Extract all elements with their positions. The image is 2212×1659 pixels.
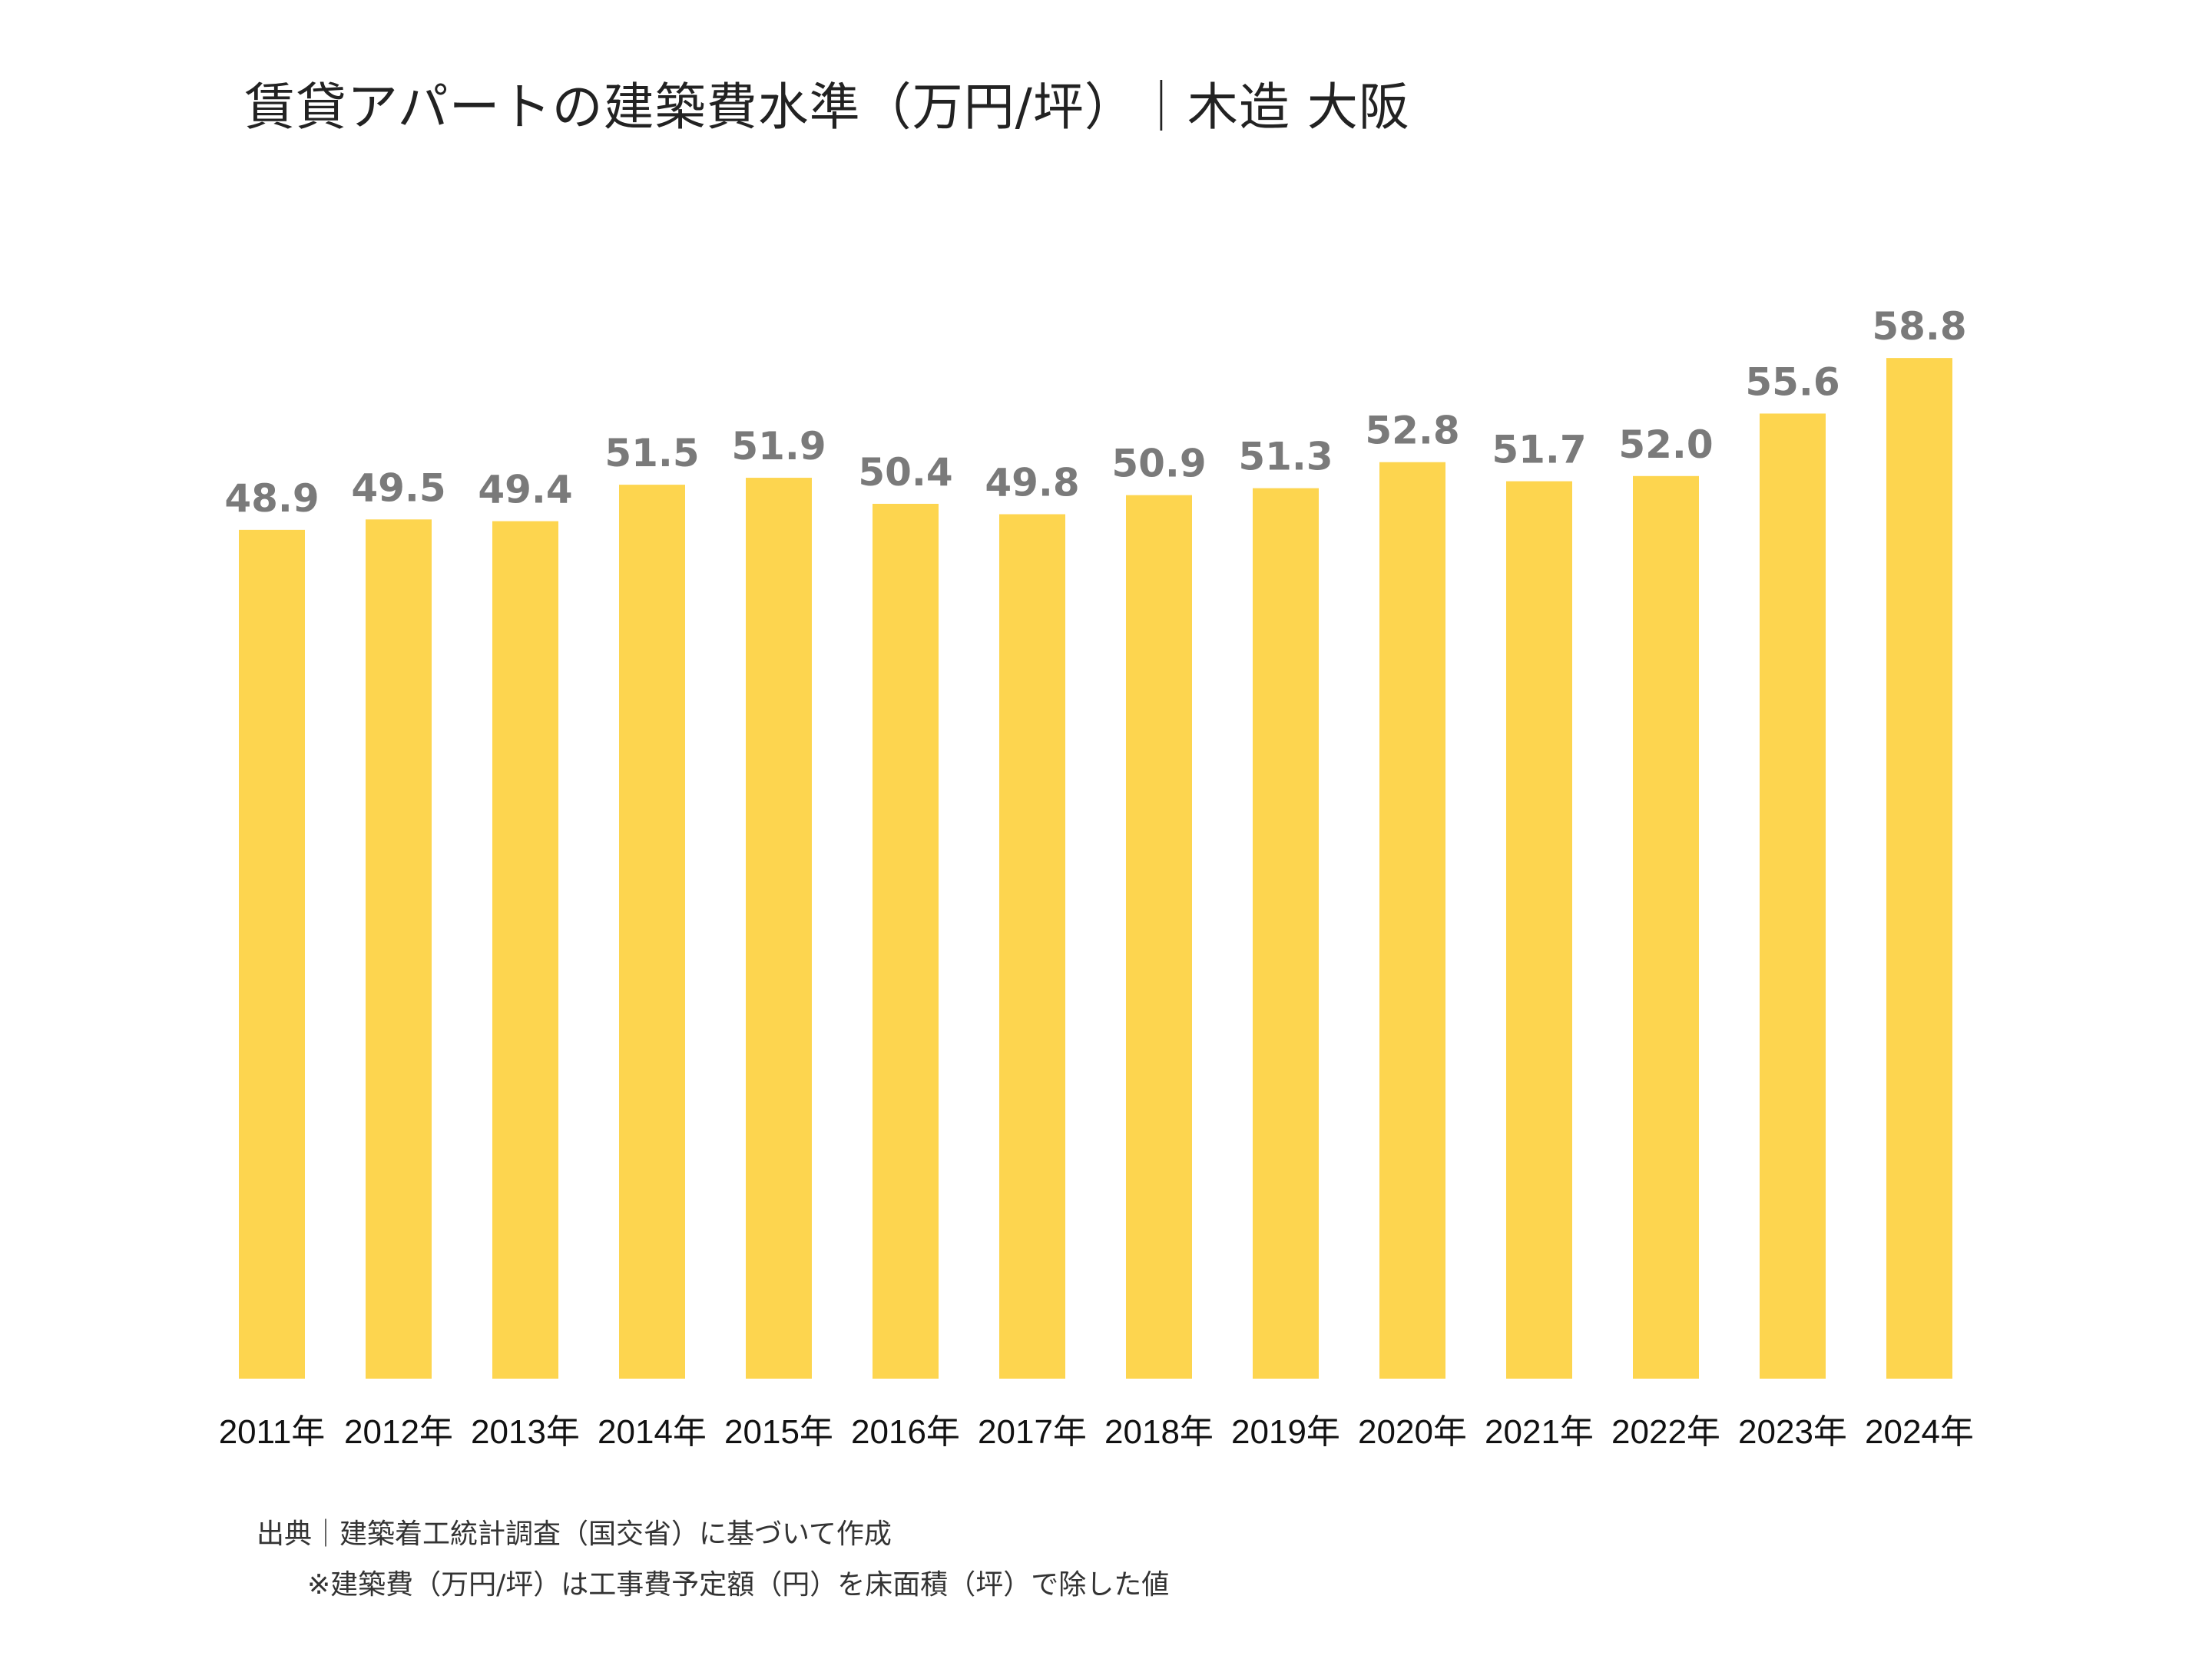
bar-2011年 bbox=[239, 529, 305, 1379]
bar-2019年 bbox=[1253, 488, 1319, 1379]
bars-group bbox=[239, 358, 1952, 1379]
value-label: 49.8 bbox=[985, 461, 1079, 505]
bar-2022年 bbox=[1633, 475, 1699, 1379]
x-tick-label: 2022年 bbox=[1611, 1413, 1720, 1451]
x-tick-label: 2017年 bbox=[978, 1413, 1087, 1451]
value-label: 49.4 bbox=[478, 468, 572, 512]
value-label: 50.4 bbox=[858, 450, 952, 495]
bar-2020年 bbox=[1379, 462, 1445, 1379]
value-labels-group: 48.9 49.5 49.4 51.5 51.9 50.4 49.8 50.9 51.3 52.8… bbox=[224, 304, 1966, 521]
bar-2012年 bbox=[366, 519, 432, 1379]
x-tick-label: 2021年 bbox=[1485, 1413, 1594, 1451]
value-label: 51.9 bbox=[731, 424, 826, 469]
x-tick-label: 2024年 bbox=[1865, 1413, 1974, 1451]
bar-2013年 bbox=[492, 521, 558, 1379]
x-tick-label: 2013年 bbox=[471, 1413, 580, 1451]
x-tick-label: 2011年 bbox=[219, 1413, 326, 1451]
x-tick-labels-group: 2011年 2012年 2013年 2014年 2015年 2016年 2017年 2018年… bbox=[219, 1413, 1974, 1451]
bar-2017年 bbox=[999, 514, 1065, 1379]
value-label: 51.3 bbox=[1238, 435, 1333, 479]
bar-2023年 bbox=[1760, 413, 1826, 1379]
value-label: 55.6 bbox=[1745, 359, 1839, 404]
x-tick-label: 2020年 bbox=[1358, 1413, 1467, 1451]
value-label: 50.9 bbox=[1111, 442, 1206, 486]
value-label: 58.8 bbox=[1872, 304, 1966, 349]
value-label: 49.5 bbox=[351, 465, 445, 510]
remark-note: ※建築費（万円/坪）は工事費予定額（円）を床面積（坪）で除した値 bbox=[307, 1569, 1170, 1601]
x-tick-label: 2012年 bbox=[344, 1413, 453, 1451]
x-tick-label: 2023年 bbox=[1738, 1413, 1847, 1451]
value-label: 52.0 bbox=[1618, 422, 1713, 467]
value-label: 51.5 bbox=[604, 431, 699, 475]
bar-2016年 bbox=[873, 503, 939, 1379]
x-tick-label: 2018年 bbox=[1104, 1413, 1214, 1451]
x-tick-label: 2015年 bbox=[724, 1413, 833, 1451]
bar-2024年 bbox=[1886, 358, 1952, 1379]
x-tick-label: 2014年 bbox=[598, 1413, 707, 1451]
x-tick-label: 2019年 bbox=[1231, 1413, 1340, 1451]
value-label: 52.8 bbox=[1365, 409, 1459, 453]
bar-2021年 bbox=[1506, 481, 1572, 1379]
bar-2014年 bbox=[619, 485, 685, 1379]
source-note: 出典｜建築着工統計調査（国交省）に基づいて作成 bbox=[257, 1518, 892, 1550]
value-label: 51.7 bbox=[1492, 428, 1586, 472]
bar-2015年 bbox=[746, 478, 812, 1379]
x-tick-label: 2016年 bbox=[851, 1413, 960, 1451]
chart-title: 賃貸アパートの建築費水準（万円/坪）｜木造 大阪 bbox=[244, 78, 1410, 137]
bar-2018年 bbox=[1126, 495, 1192, 1379]
value-label: 48.9 bbox=[224, 476, 319, 521]
